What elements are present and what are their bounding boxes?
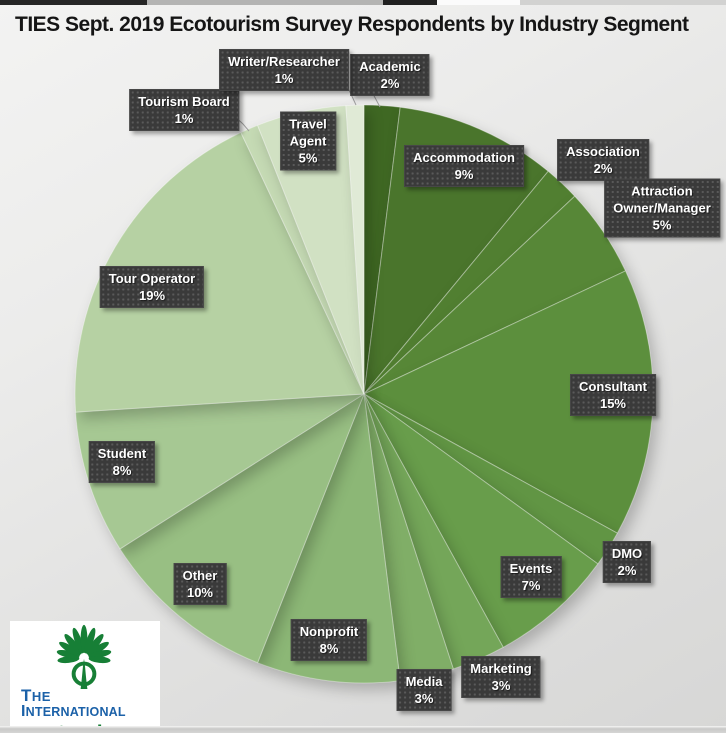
data-label-text: Agent: [289, 133, 327, 149]
palm-frond: [56, 650, 80, 659]
slice-writer-researcher: [345, 104, 365, 395]
logo-line-international: INTERNATIONAL: [21, 703, 126, 720]
data-label-dmo: DMO 2%: [602, 541, 652, 583]
palm-frond: [87, 641, 109, 656]
chart-title: TIES Sept. 2019 Ecotourism Survey Respon…: [15, 13, 689, 36]
data-label-text: Consultant: [579, 379, 647, 394]
data-label-marketing: Marketing 3%: [461, 656, 541, 698]
slice-association: [363, 170, 576, 395]
slice-tour-operator: [74, 131, 365, 413]
data-label-student: Student 8%: [88, 441, 156, 483]
slide-bottom-edge: [0, 726, 726, 733]
window-edge-segment: [383, 0, 437, 5]
data-label-value: 5%: [298, 150, 318, 166]
data-label-media: Media 3%: [396, 669, 452, 711]
data-label-text: Owner/Manager: [613, 200, 711, 216]
data-label-text: Tour Operator: [108, 271, 196, 286]
data-label-value: 5%: [652, 217, 672, 233]
data-label-value: 7%: [521, 578, 541, 593]
data-label-text: Attraction: [631, 183, 693, 199]
window-edge-segment: [0, 0, 147, 5]
data-label-academic: Academic 2%: [350, 54, 430, 96]
data-label-other: Other 10%: [173, 563, 227, 605]
data-label-text: Travel: [289, 116, 327, 132]
data-label-value: 1%: [274, 71, 294, 86]
data-label-association: Association 2%: [557, 139, 649, 181]
data-label-value: 1%: [174, 111, 194, 126]
slice-nonprofit: [256, 393, 401, 684]
data-label-value: 2%: [617, 563, 637, 578]
data-label-value: 8%: [112, 463, 132, 478]
palm-frond: [64, 634, 82, 655]
palm-frond: [84, 627, 96, 654]
data-label-tourism-board: Tourism Board 1%: [129, 89, 239, 131]
data-label-value: 2%: [380, 76, 400, 91]
ties-logo: THE INTERNATIONAL ecotourism SOCIETY: [10, 621, 160, 733]
data-label-text: Student: [97, 446, 147, 461]
data-label-value: 19%: [138, 288, 166, 303]
fan-palm-tree-icon: [56, 624, 112, 689]
data-label-text: Academic: [359, 59, 421, 74]
palm-frond: [88, 655, 111, 664]
data-label-value: 9%: [454, 167, 474, 182]
data-label-text: Events: [509, 561, 553, 576]
slice-academic: [363, 104, 401, 395]
data-label-text: Nonprofit: [299, 624, 359, 639]
data-label-text: Writer/Researcher: [228, 54, 340, 69]
data-label-tour-operator: Tour Operator 19%: [99, 266, 205, 308]
data-label-value: 10%: [186, 585, 214, 600]
data-label-text: Association: [566, 144, 640, 159]
data-label-consultant: Consultant 15%: [570, 374, 656, 416]
window-edge-segment: [520, 0, 726, 5]
data-label-value: 3%: [414, 691, 434, 706]
data-label-value: 2%: [593, 161, 613, 176]
data-label-text: Other: [182, 568, 218, 583]
window-edge-segment: [437, 0, 520, 5]
slice-tourism-board: [240, 124, 365, 395]
palm-frond: [86, 634, 104, 655]
data-label-text: DMO: [611, 546, 643, 561]
slice-student: [75, 393, 365, 550]
data-label-value: 15%: [599, 396, 627, 411]
data-label-text: Tourism Board: [138, 94, 230, 109]
data-label-events: Events 7%: [500, 556, 562, 598]
logo-line-the: THE: [21, 686, 51, 705]
data-label-accommodation: Accommodation 9%: [404, 145, 524, 187]
slice-attraction-owner-manager: [363, 195, 627, 395]
data-label-text: Marketing: [470, 661, 532, 676]
data-label-nonprofit: Nonprofit 8%: [290, 619, 368, 661]
data-label-value: 3%: [491, 678, 511, 693]
data-label-travel-agent: Travel Agent 5%: [280, 111, 336, 171]
palm-frond: [72, 627, 84, 654]
data-label-writer-researcher: Writer/Researcher 1%: [219, 49, 349, 91]
pie-slices: [74, 104, 654, 684]
data-label-text: Media: [405, 674, 443, 689]
data-label-text: Accommodation: [413, 150, 515, 165]
palm-frond: [59, 641, 81, 656]
data-label-attraction-owner-manager: Attraction Owner/Manager 5%: [604, 178, 720, 238]
window-edge-segment: [147, 0, 383, 5]
data-label-value: 8%: [319, 641, 339, 656]
